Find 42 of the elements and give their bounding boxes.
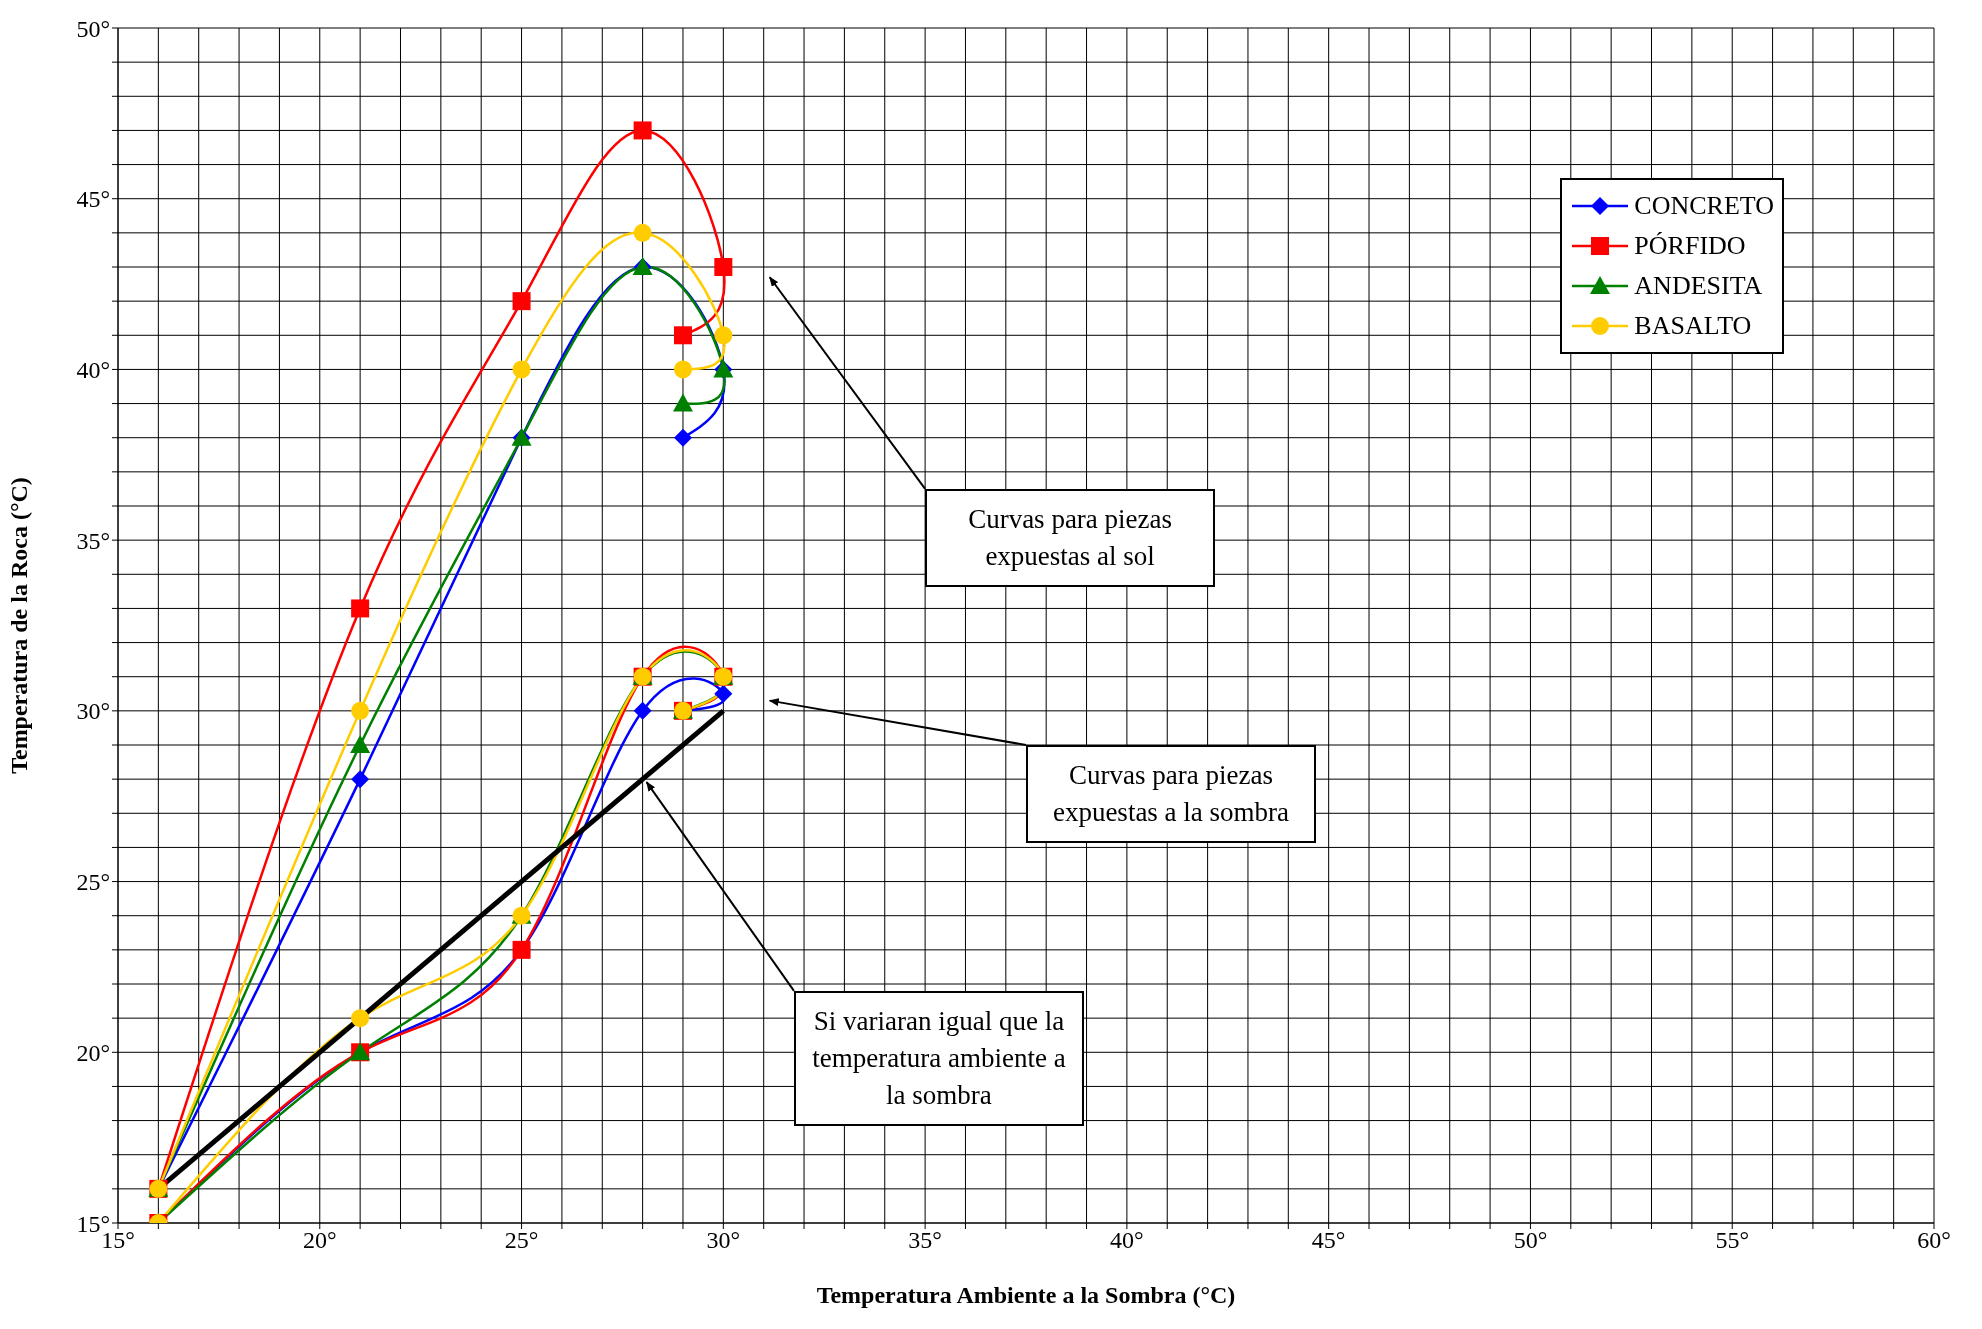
point <box>351 599 370 618</box>
legend-label: ANDESITA <box>1634 271 1763 301</box>
x-tick-label: 45° <box>1311 1227 1346 1254</box>
x-tick-label: 35° <box>908 1227 942 1254</box>
point <box>512 292 531 311</box>
point <box>673 326 692 345</box>
y-tick-label: 25° <box>76 869 110 896</box>
y-tick-label: 40° <box>76 356 110 383</box>
x-tick-label: 50° <box>1513 1227 1548 1254</box>
point <box>633 121 652 140</box>
point <box>351 1009 370 1028</box>
x-axis-title: Temperatura Ambiente a la Sombra (°C) <box>816 1282 1236 1308</box>
x-tick-label: 30° <box>706 1227 741 1254</box>
annotation: Curvas para piezas expuestas a la sombra <box>1026 745 1316 843</box>
point <box>633 701 652 720</box>
y-tick-label: 20° <box>76 1039 110 1066</box>
y-axis-title: Temperatura de la Roca (°C) <box>5 477 32 774</box>
legend-label: BASALTO <box>1634 311 1752 341</box>
point <box>673 360 692 379</box>
point <box>351 701 370 720</box>
y-tick-label: 30° <box>76 698 110 725</box>
annotation: Curvas para piezas expuestas al sol <box>925 488 1216 587</box>
point <box>350 735 371 753</box>
x-tick-label: 25° <box>504 1227 539 1254</box>
point <box>714 258 733 276</box>
y-tick-label: 35° <box>76 527 110 554</box>
legend-label: CONCRETO <box>1634 191 1774 221</box>
point <box>672 393 693 412</box>
y-tick-label: 45° <box>76 186 110 213</box>
annotation: Si variaran igual que la temperatura ambiente a la sombra <box>793 990 1084 1126</box>
point <box>512 360 531 379</box>
point <box>673 428 692 447</box>
x-tick-label: 20° <box>302 1227 337 1254</box>
point <box>633 223 652 242</box>
legend-label: PÓRFIDO <box>1634 231 1746 261</box>
x-tick-label: 55° <box>1715 1227 1750 1254</box>
y-tick-label: 50° <box>76 15 110 42</box>
point <box>714 326 733 345</box>
point <box>351 770 370 789</box>
x-tick-label: 40° <box>1110 1227 1144 1254</box>
x-tick-label: 60° <box>1917 1227 1951 1254</box>
point <box>714 684 733 703</box>
